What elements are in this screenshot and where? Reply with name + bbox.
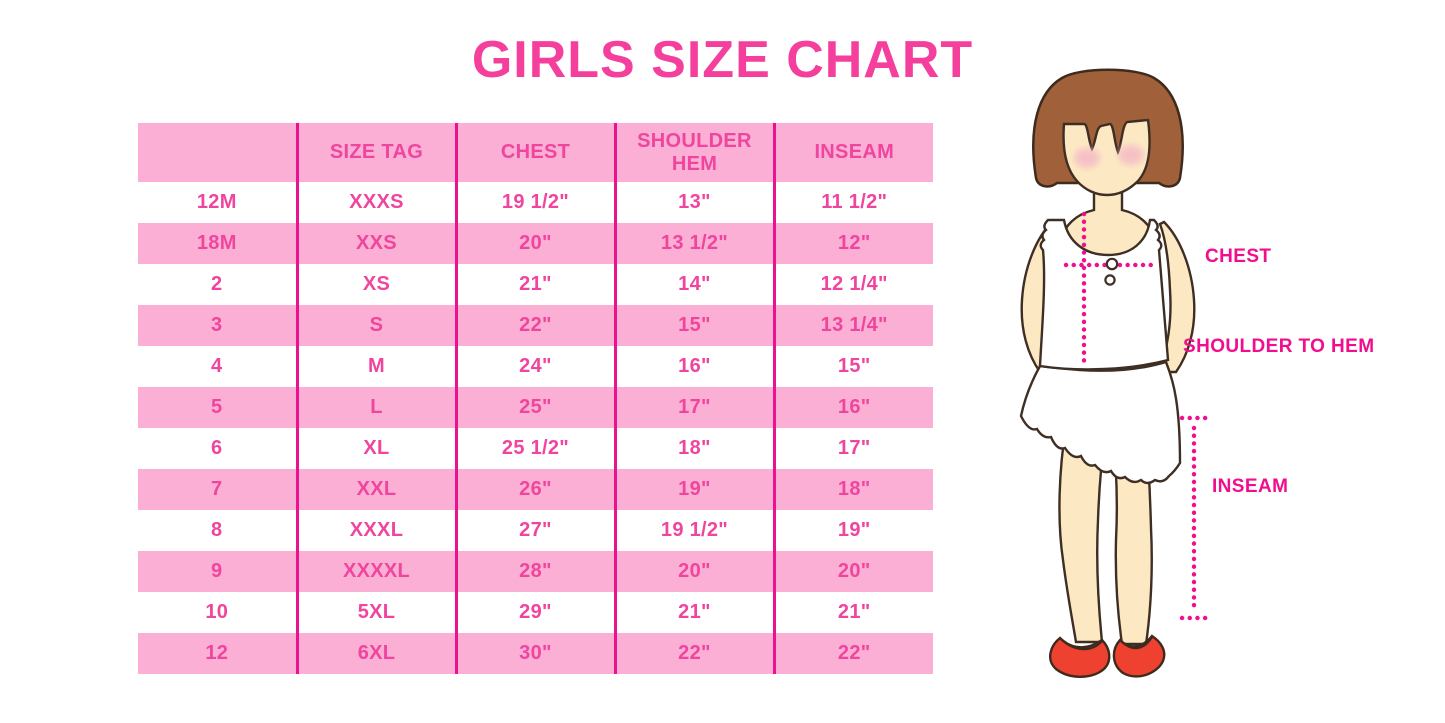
table-cell: 16" — [772, 387, 933, 428]
table-cell: 16" — [613, 346, 774, 387]
table-row: 4 M 24" 16" 15" — [138, 346, 933, 387]
table-cell: 26" — [454, 469, 615, 510]
chest-label: CHEST — [1205, 246, 1272, 267]
table-cell: 22" — [772, 633, 933, 674]
table-cell: 18M — [138, 223, 297, 264]
girl-face — [1062, 118, 1151, 197]
table-cell: XL — [295, 428, 456, 469]
column-header: SHOULDER HEM — [613, 123, 774, 182]
table-row: 18M XXS 20" 13 1/2" 12" — [138, 223, 933, 264]
shoulder-to-hem-label: SHOULDER TO HEM — [1183, 336, 1375, 357]
table-cell: XXS — [295, 223, 456, 264]
table-row: 8 XXXL 27" 19 1/2" 19" — [138, 510, 933, 551]
table-cell: 18" — [772, 469, 933, 510]
size-table-head: SIZE TAG CHEST SHOULDER HEM INSEAM — [138, 123, 933, 182]
table-cell: XS — [295, 264, 456, 305]
table-row: 7 XXL 26" 19" 18" — [138, 469, 933, 510]
girl-illustration — [1019, 68, 1211, 678]
table-cell: 24" — [454, 346, 615, 387]
table-cell: 12 1/4" — [772, 264, 933, 305]
table-cell: 10 — [205, 601, 229, 623]
column-header: INSEAM — [772, 123, 933, 182]
table-cell: 9 — [138, 551, 297, 592]
table-row: 2 XS 21" 14" 12 1/4" — [138, 264, 933, 305]
table-cell: 2 — [211, 273, 223, 295]
table-cell: 6XL — [295, 633, 456, 674]
table-cell: 17" — [772, 428, 933, 469]
table-cell: 28" — [454, 551, 615, 592]
table-row: 10 5XL 29" 21" 21" — [138, 592, 933, 633]
table-cell: XXXL — [295, 510, 456, 551]
table-cell: 14" — [613, 264, 774, 305]
inseam-label: INSEAM — [1212, 476, 1289, 497]
table-cell: 27" — [454, 510, 615, 551]
table-cell: 15" — [772, 346, 933, 387]
left-shoe-strap — [1061, 639, 1103, 651]
table-cell: 19" — [772, 510, 933, 551]
table-cell: 3 — [138, 305, 297, 346]
table-cell: L — [295, 387, 456, 428]
table-cell: 13 1/2" — [613, 223, 774, 264]
table-cell: 5XL — [295, 592, 456, 633]
table-cell: 8 — [211, 519, 223, 541]
size-chart-table-container: SIZE TAG CHEST SHOULDER HEM INSEAM 12M XXXS 1… — [138, 123, 933, 674]
table-cell: 25" — [454, 387, 615, 428]
page-title: GIRLS SIZE CHART — [471, 31, 974, 89]
table-row: 6 XL 25 1/2" 18" 17" — [138, 428, 933, 469]
table-cell: 19 1/2" — [613, 510, 774, 551]
column-header — [138, 123, 297, 182]
table-cell: 12" — [772, 223, 933, 264]
girl-skirt — [1019, 360, 1182, 485]
table-cell: 19" — [613, 469, 774, 510]
table-cell: 29" — [454, 592, 615, 633]
table-cell: 13 1/4" — [772, 305, 933, 346]
measurement-figure — [1000, 60, 1445, 723]
table-cell: S — [295, 305, 456, 346]
bottom-button — [1104, 274, 1116, 286]
girl-top — [1038, 218, 1170, 371]
size-table-body: 12M XXXS 19 1/2" 13" 11 1/2" 18M XXS 20" 13 1/2"… — [138, 182, 933, 674]
left-blush — [1074, 148, 1100, 168]
table-cell: 5 — [138, 387, 297, 428]
table-row: 12M XXXS 19 1/2" 13" 11 1/2" — [138, 182, 933, 223]
table-cell: M — [295, 346, 456, 387]
table-row: 3 S 22" 15" 13 1/4" — [138, 305, 933, 346]
table-cell: 12 — [138, 633, 297, 674]
size-table-header-row: SIZE TAG CHEST SHOULDER HEM INSEAM — [138, 123, 933, 182]
table-cell: 13" — [613, 182, 774, 223]
table-cell: 12M — [196, 191, 237, 213]
table-cell: 20" — [772, 551, 933, 592]
table-cell: 21" — [772, 592, 933, 633]
table-cell: XXXS — [295, 182, 456, 223]
table-cell: 22" — [613, 633, 774, 674]
table-row: 9 XXXXL 28" 20" 20" — [138, 551, 933, 592]
table-cell: 21" — [454, 264, 615, 305]
table-cell: XXL — [295, 469, 456, 510]
column-header: CHEST — [454, 123, 615, 182]
table-cell: 18" — [613, 428, 774, 469]
column-header: SIZE TAG — [295, 123, 456, 182]
right-blush — [1118, 145, 1144, 165]
table-cell: 22" — [454, 305, 615, 346]
table-cell: 20" — [454, 223, 615, 264]
table-cell: 17" — [613, 387, 774, 428]
table-cell: 15" — [613, 305, 774, 346]
size-chart-table: SIZE TAG CHEST SHOULDER HEM INSEAM 12M XXXS 1… — [138, 123, 933, 674]
table-cell: 30" — [454, 633, 615, 674]
table-row: 5 L 25" 17" 16" — [138, 387, 933, 428]
table-cell: XXXXL — [295, 551, 456, 592]
table-cell: 4 — [211, 355, 223, 377]
table-cell: 7 — [138, 469, 297, 510]
table-cell: 21" — [613, 592, 774, 633]
top-button — [1105, 257, 1119, 271]
right-shoe-strap — [1120, 636, 1153, 650]
table-cell: 25 1/2" — [454, 428, 615, 469]
table-cell: 19 1/2" — [454, 182, 615, 223]
table-row: 12 6XL 30" 22" 22" — [138, 633, 933, 674]
table-cell: 20" — [613, 551, 774, 592]
table-cell: 11 1/2" — [772, 182, 933, 223]
table-cell: 6 — [211, 437, 223, 459]
